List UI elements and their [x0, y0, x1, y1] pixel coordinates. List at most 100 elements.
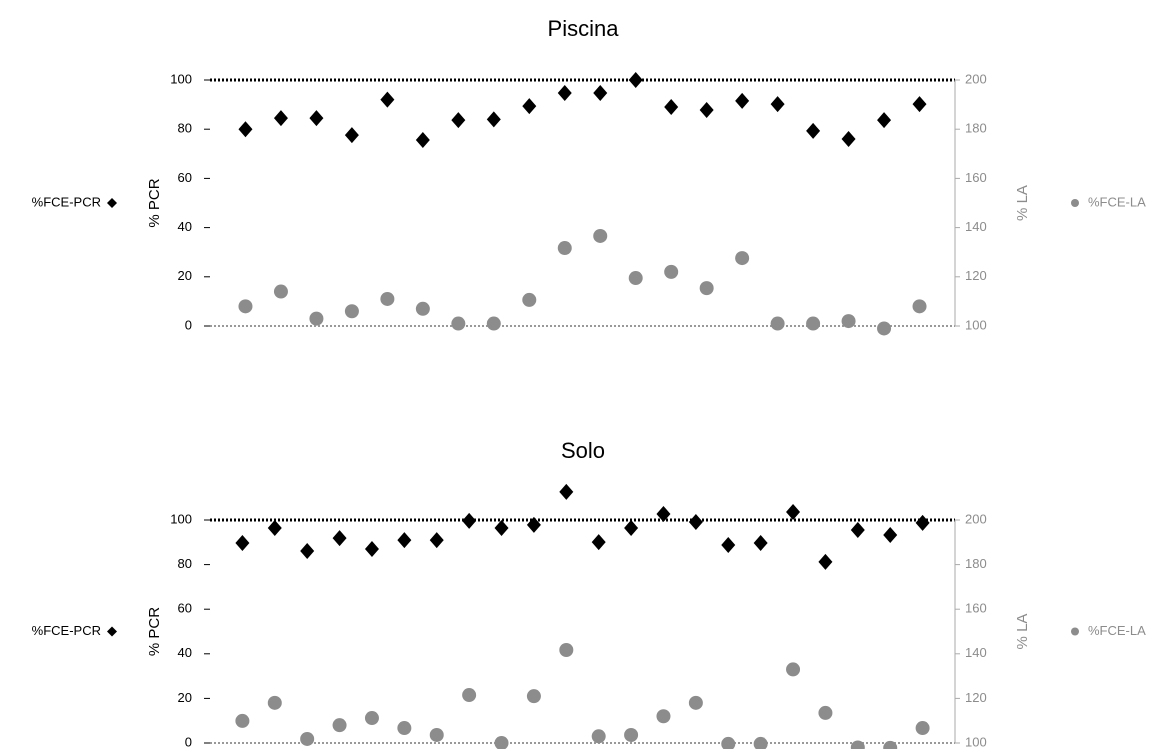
- subchart: Piscina 0 20 40 60 80 100 100 120 140 160 180 200 % P…: [32, 16, 1146, 336]
- point: [526, 689, 541, 704]
- y-tick-label: 20: [178, 268, 192, 283]
- point: [522, 98, 537, 115]
- point: [688, 514, 703, 531]
- point: [267, 695, 282, 710]
- y-tick-label: 80: [178, 121, 192, 136]
- point: [841, 131, 856, 148]
- point: [721, 736, 736, 749]
- y2-tick-label: 100: [965, 734, 987, 749]
- point: [451, 112, 466, 129]
- point: [656, 709, 671, 724]
- point: [664, 99, 679, 116]
- point: [786, 503, 801, 520]
- legend-label: %FCE-PCR: [32, 194, 101, 209]
- point: [344, 127, 359, 144]
- point: [462, 512, 477, 529]
- point: [806, 122, 821, 139]
- y2-axis-title: % LA: [1014, 614, 1031, 650]
- point: [429, 532, 444, 549]
- legend-marker: [1071, 627, 1079, 636]
- point: [364, 540, 379, 557]
- point: [912, 96, 927, 113]
- point: [883, 740, 898, 749]
- y2-tick-label: 100: [965, 317, 987, 332]
- point: [397, 532, 412, 549]
- y2-tick-label: 120: [965, 268, 987, 283]
- point: [841, 314, 856, 329]
- point: [429, 727, 444, 742]
- point: [300, 542, 315, 559]
- y-tick-label: 60: [178, 170, 192, 185]
- point: [273, 284, 288, 299]
- point: [235, 534, 250, 551]
- y2-tick-label: 160: [965, 601, 987, 616]
- legend-label: %FCE-LA: [1088, 623, 1146, 638]
- point: [770, 316, 785, 331]
- point: [593, 228, 608, 243]
- point: [770, 96, 785, 113]
- point: [850, 522, 865, 539]
- point: [912, 299, 927, 314]
- point: [915, 514, 930, 531]
- y-tick-label: 100: [170, 71, 192, 86]
- y2-tick-label: 180: [965, 556, 987, 571]
- point: [522, 292, 537, 307]
- point: [877, 321, 892, 336]
- y2-tick-label: 200: [965, 71, 987, 86]
- point: [591, 534, 606, 551]
- point: [332, 530, 347, 547]
- point: [557, 85, 572, 102]
- point: [883, 526, 898, 543]
- legend-label: %FCE-PCR: [32, 623, 101, 638]
- point: [238, 299, 253, 314]
- point: [559, 643, 574, 658]
- point: [850, 740, 865, 749]
- y-tick-label: 40: [178, 645, 192, 660]
- point: [656, 505, 671, 522]
- y2-tick-label: 120: [965, 690, 987, 705]
- y-tick-label: 100: [170, 511, 192, 526]
- point: [735, 92, 750, 109]
- point: [332, 718, 347, 733]
- point: [818, 705, 833, 720]
- point: [451, 316, 466, 331]
- point: [688, 695, 703, 710]
- point: [559, 483, 574, 500]
- point: [309, 110, 324, 127]
- point: [591, 729, 606, 744]
- point: [267, 520, 282, 537]
- point: [628, 271, 643, 286]
- y2-tick-label: 140: [965, 219, 987, 234]
- point: [364, 711, 379, 726]
- y2-axis-title: % LA: [1014, 185, 1031, 221]
- point: [300, 731, 315, 746]
- point: [238, 121, 253, 138]
- point: [526, 516, 541, 533]
- y2-tick-label: 160: [965, 170, 987, 185]
- legend-marker: [107, 198, 117, 208]
- point: [462, 688, 477, 703]
- legend-marker: [107, 626, 117, 637]
- point: [735, 251, 750, 266]
- point: [624, 520, 639, 537]
- y2-tick-label: 140: [965, 645, 987, 660]
- point: [753, 534, 768, 551]
- point: [273, 110, 288, 127]
- point: [494, 520, 509, 537]
- point: [593, 85, 608, 102]
- point: [397, 721, 412, 736]
- point: [699, 281, 714, 296]
- point: [699, 102, 714, 119]
- y-axis-title: % PCR: [146, 178, 163, 227]
- point: [235, 713, 250, 728]
- point: [786, 662, 801, 677]
- point: [309, 311, 324, 326]
- point: [628, 72, 643, 88]
- point: [806, 316, 821, 331]
- y2-tick-label: 180: [965, 121, 987, 136]
- point: [877, 112, 892, 129]
- point: [380, 291, 395, 306]
- y-axis-title: % PCR: [146, 607, 163, 656]
